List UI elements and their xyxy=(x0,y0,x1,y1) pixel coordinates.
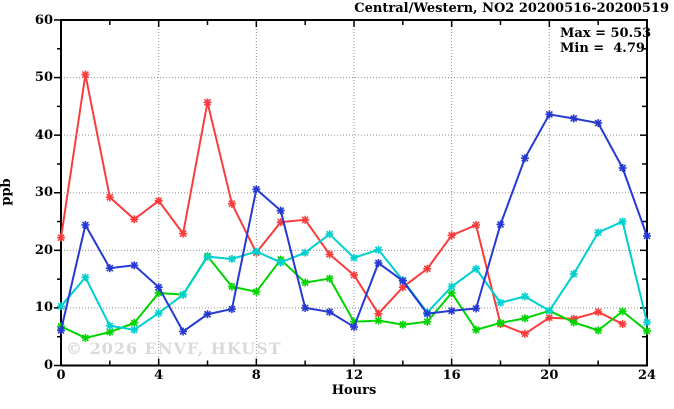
y-tick-label: 30 xyxy=(34,185,53,201)
x-tick-label: 24 xyxy=(637,368,657,383)
y-tick-label: 50 xyxy=(34,70,53,86)
y-tick-label: 40 xyxy=(34,127,53,143)
max-value-label: Max = 50.53 xyxy=(560,26,652,41)
y-tick-label: 60 xyxy=(34,12,53,28)
x-axis-label: Hours xyxy=(331,383,377,398)
x-tick-label: 16 xyxy=(442,368,461,383)
x-tick-label: 0 xyxy=(56,368,66,383)
x-tick-label: 20 xyxy=(540,368,559,383)
y-tick-label: 0 xyxy=(43,358,53,373)
y-tick-label: 10 xyxy=(34,300,53,316)
watermark: © 2026 ENVF, HKUST xyxy=(66,339,282,358)
x-tick-label: 4 xyxy=(154,368,164,383)
min-value-label: Min = 4.79 xyxy=(560,41,645,56)
x-tick-label: 12 xyxy=(344,368,364,383)
x-tick-label: 8 xyxy=(251,368,261,383)
y-tick-label: 20 xyxy=(34,242,53,258)
chart-title: Central/Western, NO2 20200516-20200519 xyxy=(354,1,669,16)
